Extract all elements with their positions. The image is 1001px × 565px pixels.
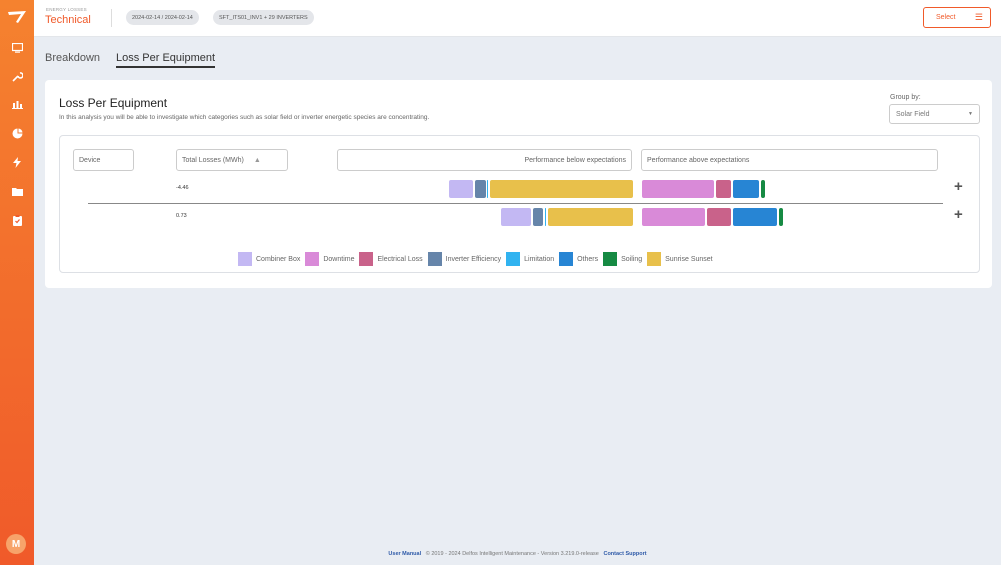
row-2-above-soiling[interactable] — [779, 208, 783, 226]
clipboard-icon[interactable] — [9, 212, 25, 228]
row-2-below-sunrise-sunset[interactable] — [548, 208, 633, 226]
legend-item-combiner-box[interactable]: Combiner Box — [238, 252, 300, 266]
contact-support-link[interactable]: Contact Support — [603, 551, 647, 557]
legend-item-inverter-efficiency[interactable]: Inverter Efficiency — [427, 252, 502, 266]
header-divider — [111, 9, 112, 27]
row-1-expand-plus-icon[interactable]: + — [954, 178, 963, 195]
select-button-label: Select — [936, 14, 956, 21]
legend-item-limitation[interactable]: Limitation — [506, 252, 554, 266]
legend-swatch — [359, 252, 374, 266]
user-avatar[interactable]: M — [6, 534, 26, 554]
row-1-below-combiner-box[interactable] — [449, 180, 473, 198]
row-2-total: 0.73 — [176, 213, 187, 219]
caret-down-icon: ▼ — [968, 111, 973, 117]
legend-swatch — [559, 252, 574, 266]
legend-item-others[interactable]: Others — [559, 252, 598, 266]
tab-loss-per-equipment[interactable]: Loss Per Equipment — [116, 52, 216, 68]
date-range-chip[interactable]: 2024-02-14 / 2024-02-14 — [126, 10, 199, 25]
row-1-above-soiling[interactable] — [761, 180, 765, 198]
legend-swatch — [603, 252, 618, 266]
app-title: Technical — [45, 14, 91, 26]
row-2-above-others[interactable] — [733, 208, 777, 226]
row-1-above-electrical-loss[interactable] — [716, 180, 731, 198]
group-by-label: Group by: — [890, 94, 921, 101]
bar-chart-icon[interactable] — [9, 96, 25, 112]
loss-per-equipment-card: Loss Per Equipment In this analysis you … — [45, 80, 992, 288]
legend-label: Soiling — [621, 255, 643, 263]
legend-item-downtime[interactable]: Downtime — [305, 252, 354, 266]
row-2-below-limitation[interactable] — [545, 208, 546, 226]
row-1-below-inverter-efficiency[interactable] — [475, 180, 486, 198]
equipment-chip[interactable]: SFT_ITS01_INV1 + 29 INVERTERS — [213, 10, 314, 25]
bolt-icon[interactable] — [9, 154, 25, 170]
wrench-icon[interactable] — [9, 68, 25, 84]
legend-swatch — [305, 252, 320, 266]
group-by-value: Solar Field — [896, 110, 930, 118]
sidebar: M — [0, 0, 34, 565]
legend-label: Electrical Loss — [377, 255, 423, 263]
legend-label: Inverter Efficiency — [445, 255, 502, 263]
above-expectations-header: Performance above expectations — [641, 149, 938, 171]
row-2-above-electrical-loss[interactable] — [707, 208, 731, 226]
row-2-below-combiner-box[interactable] — [501, 208, 531, 226]
legend-swatch — [506, 252, 521, 266]
row-1-total: -4.46 — [176, 185, 189, 191]
select-button[interactable]: Select ☰ — [923, 7, 991, 28]
legend-item-soiling[interactable]: Soiling — [603, 252, 642, 266]
tab-breakdown[interactable]: Breakdown — [45, 52, 101, 64]
row-1-above-downtime[interactable] — [642, 180, 714, 198]
legend-swatch — [427, 252, 442, 266]
folder-icon[interactable] — [9, 183, 25, 199]
legend-label: Combiner Box — [256, 255, 301, 263]
menu-icon: ☰ — [974, 12, 983, 22]
pie-chart-icon[interactable] — [9, 125, 25, 141]
equipment-table: Device Total Losses (MWh) ▲ Performance … — [59, 135, 980, 273]
above-expectations-label: Performance above expectations — [647, 156, 750, 164]
row-1-above-others[interactable] — [733, 180, 759, 198]
total-losses-column-header[interactable]: Total Losses (MWh) ▲ — [176, 149, 288, 171]
legend-label: Others — [577, 255, 599, 263]
sort-up-icon[interactable]: ▲ — [253, 156, 261, 164]
row-separator — [88, 203, 943, 204]
legend-swatch — [238, 252, 252, 266]
below-expectations-header: Performance below expectations — [337, 149, 632, 171]
legend: Combiner Box Downtime Electrical Loss In… — [238, 252, 718, 266]
row-1-below-limitation[interactable] — [487, 180, 488, 198]
total-losses-column-label: Total Losses (MWh) — [182, 156, 244, 164]
monitor-icon[interactable] — [9, 40, 25, 56]
below-expectations-label: Performance below expectations — [524, 156, 626, 164]
legend-item-sunrise-sunset[interactable]: Sunrise Sunset — [647, 252, 713, 266]
legend-label: Limitation — [524, 255, 555, 263]
legend-item-electrical-loss[interactable]: Electrical Loss — [359, 252, 423, 266]
legend-label: Downtime — [323, 255, 355, 263]
row-1-below-sunrise-sunset[interactable] — [490, 180, 633, 198]
app-logo[interactable] — [5, 7, 29, 25]
device-column-header[interactable]: Device — [73, 149, 134, 171]
app-kicker: ENERGY LOSSES — [46, 7, 87, 12]
legend-swatch — [647, 252, 662, 266]
row-2-below-inverter-efficiency[interactable] — [533, 208, 543, 226]
device-column-label: Device — [79, 156, 101, 164]
card-title: Loss Per Equipment — [59, 96, 168, 110]
user-manual-link[interactable]: User Manual — [388, 551, 422, 557]
copyright-text: © 2019 - 2024 Delfos Intelligent Mainten… — [425, 551, 599, 557]
row-2-above-downtime[interactable] — [642, 208, 705, 226]
top-header: ENERGY LOSSES Technical 2024-02-14 / 202… — [34, 0, 1001, 37]
group-by-select[interactable]: Solar Field ▼ — [889, 104, 980, 124]
row-2-expand-plus-icon[interactable]: + — [954, 206, 963, 223]
legend-label: Sunrise Sunset — [665, 255, 713, 263]
card-subtitle: In this analysis you will be able to inv… — [59, 114, 430, 121]
footer: User Manual © 2019 - 2024 Delfos Intelli… — [34, 551, 1001, 565]
